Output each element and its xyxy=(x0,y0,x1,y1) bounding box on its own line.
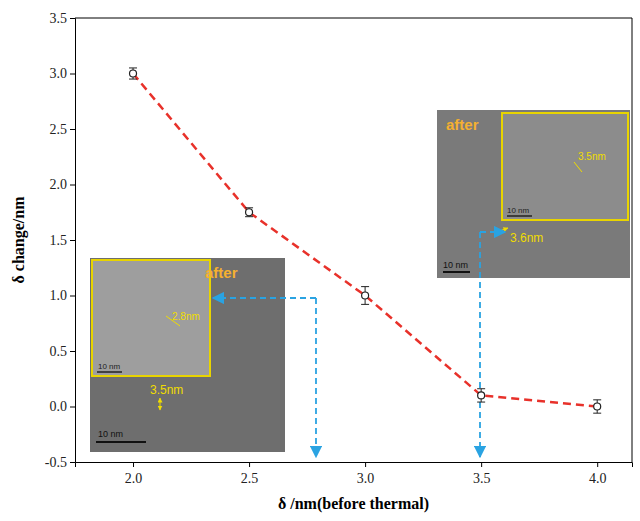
plot-frame xyxy=(75,18,632,462)
inset-measure: 3.6nm xyxy=(510,231,543,245)
zoom-scale-bar xyxy=(507,215,532,217)
y-tick-label: 0.0 xyxy=(50,399,68,414)
x-tick-label: 4.0 xyxy=(589,471,607,486)
y-tick: 1.5 xyxy=(50,233,76,248)
error-bar xyxy=(361,287,369,305)
y-tick-mark xyxy=(70,185,75,186)
y-tick-label: 2.0 xyxy=(50,177,68,192)
data-point xyxy=(478,392,485,399)
data-point xyxy=(362,292,369,299)
y-tick: 2.5 xyxy=(50,122,76,137)
y-tick-mark xyxy=(70,296,75,297)
y-tick-label: 3.5 xyxy=(50,11,68,26)
scale-bar-label: 10 nm xyxy=(443,260,468,270)
y-tick-label: 1.0 xyxy=(50,288,68,303)
y-tick: 1.0 xyxy=(50,288,76,303)
y-axis-title: δ change/nm xyxy=(10,196,28,284)
inset-label: after xyxy=(205,264,238,281)
inset: after 3.6nm 10 nm 3.5nm 10 nm xyxy=(437,110,630,278)
scale-bar-label: 10 nm xyxy=(98,429,123,439)
error-bar xyxy=(593,400,601,413)
y-tick-label: 3.0 xyxy=(50,66,68,81)
inset-zoom xyxy=(502,113,628,220)
scale-bar xyxy=(443,271,470,273)
zoom-measure-mark xyxy=(574,162,582,172)
chart: 2.0 2.5 3.0 3.5 4.0 -0.5 0.0 0.5 1.0 1.5 2.0 2.5 3.0… xyxy=(0,0,640,521)
y-tick: -0.5 xyxy=(45,455,75,470)
inset-image xyxy=(90,258,285,452)
x-tick-label: 3.0 xyxy=(357,471,375,486)
error-bar xyxy=(477,389,485,402)
pointer-arrow xyxy=(479,232,481,457)
y-tick: 0.5 xyxy=(50,344,76,359)
y-tick-label: 0.5 xyxy=(50,344,68,359)
error-bar xyxy=(245,208,253,217)
y-tick-mark xyxy=(70,351,75,352)
x-tick-label: 2.5 xyxy=(241,471,259,486)
pointer-arrow xyxy=(480,231,505,233)
x-tick-mark xyxy=(481,462,482,467)
error-bar xyxy=(129,68,137,79)
y-axis-line xyxy=(70,19,76,463)
x-tick: 4.0 xyxy=(589,462,607,486)
zoom-measure: 3.5nm xyxy=(578,151,606,162)
x-tick-mark xyxy=(249,462,250,467)
y-tick-mark xyxy=(70,462,75,463)
y-axis: -0.5 0.0 0.5 1.0 1.5 2.0 2.5 3.0 3.5 xyxy=(45,11,76,470)
y-tick: 2.0 xyxy=(50,177,76,192)
data-point xyxy=(594,403,601,410)
inset: after 3.5nm 10 nm 2.8nm 10 nm xyxy=(90,258,285,452)
x-tick: 3.0 xyxy=(357,462,375,486)
x-tick: 3.5 xyxy=(473,462,491,486)
pointer-arrow xyxy=(213,297,316,299)
zoom-measure: 2.8nm xyxy=(172,311,200,322)
x-tick-mark xyxy=(365,462,366,467)
x-tick-mark xyxy=(133,462,134,467)
data-point xyxy=(246,209,253,216)
zoom-scale-bar xyxy=(97,371,122,373)
x-tick: 2.0 xyxy=(125,462,143,486)
x-tick-mark xyxy=(597,462,598,467)
scale-bar xyxy=(96,441,146,443)
plot-area xyxy=(129,68,601,413)
x-axis-line xyxy=(76,463,633,468)
data-point xyxy=(130,70,137,77)
inset-measure: 3.5nm xyxy=(150,383,183,397)
measure-arrow xyxy=(160,398,161,410)
y-tick-mark xyxy=(70,18,75,19)
inset-zoom xyxy=(92,260,210,376)
y-tick-label: -0.5 xyxy=(45,455,67,470)
x-axis-title: δ /nm(before thermal) xyxy=(278,495,429,513)
series-line xyxy=(133,74,597,407)
zoom-scale-bar-label: 10 nm xyxy=(507,206,530,215)
y-tick-mark xyxy=(70,129,75,130)
y-tick: 3.5 xyxy=(50,11,76,26)
y-tick: 0.0 xyxy=(50,399,76,414)
y-tick-label: 2.5 xyxy=(50,122,68,137)
inset-label: after xyxy=(446,116,479,133)
y-tick-label: 1.5 xyxy=(50,233,68,248)
zoom-scale-bar-label: 10 nm xyxy=(98,362,121,371)
y-tick-mark xyxy=(70,240,75,241)
x-tick: 2.5 xyxy=(241,462,259,486)
x-tick-label: 2.0 xyxy=(125,471,143,486)
y-tick-mark xyxy=(70,407,75,408)
y-tick: 3.0 xyxy=(50,66,76,81)
y-tick-mark xyxy=(70,74,75,75)
x-tick-label: 3.5 xyxy=(473,471,491,486)
pointer-arrow xyxy=(315,298,317,457)
inset-image xyxy=(437,110,630,278)
x-axis: 2.0 2.5 3.0 3.5 4.0 xyxy=(76,462,633,486)
